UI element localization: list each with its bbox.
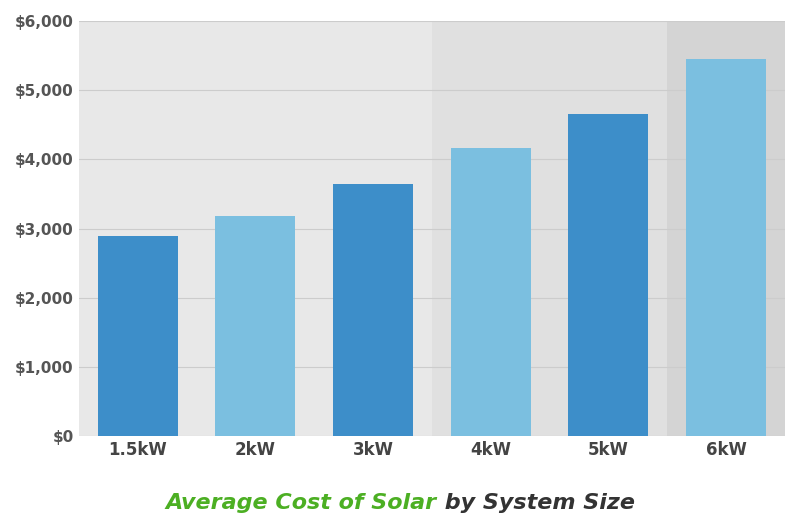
Bar [98, 236, 178, 436]
Text: Average Cost of Solar: Average Cost of Solar [166, 493, 437, 513]
Bar [569, 114, 649, 436]
Text: Average Cost of Solar: Average Cost of Solar [0, 493, 271, 513]
Bar [667, 21, 785, 436]
Text: by System Size: by System Size [437, 493, 634, 513]
Bar [550, 21, 667, 436]
Text: Average Cost of Solar by System Size: Average Cost of Solar by System Size [166, 493, 634, 513]
Bar [314, 21, 432, 436]
Bar [215, 216, 295, 436]
Bar [450, 148, 530, 436]
Bar [432, 21, 550, 436]
Bar [333, 184, 413, 436]
Bar [78, 21, 197, 436]
Bar [197, 21, 314, 436]
Bar [686, 59, 766, 436]
